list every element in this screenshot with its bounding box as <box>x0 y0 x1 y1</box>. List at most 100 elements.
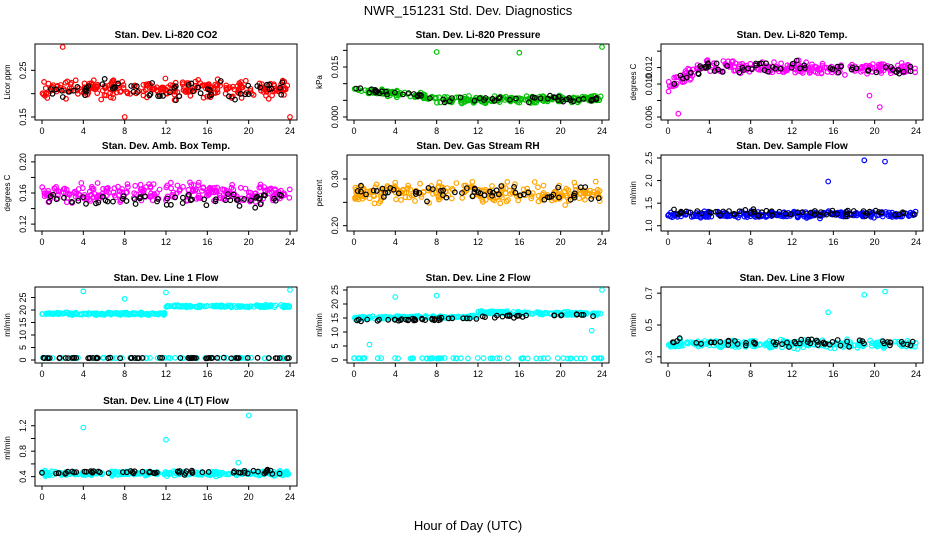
outlier-point <box>516 49 523 56</box>
data-point <box>277 195 283 202</box>
data-point <box>58 87 65 94</box>
data-point <box>120 193 127 200</box>
x-tick-label: 12 <box>473 237 483 247</box>
y-tick-label: 15 <box>330 313 340 323</box>
data-point <box>497 308 503 315</box>
data-point <box>590 313 596 320</box>
data-point <box>393 196 400 203</box>
y-tick-label: 0.012 <box>644 56 654 79</box>
data-point <box>390 186 397 193</box>
data-point <box>397 89 404 96</box>
data-point <box>274 355 281 362</box>
data-point <box>537 95 544 102</box>
data-point <box>201 196 208 203</box>
x-tick-label: 0 <box>39 126 44 136</box>
data-points <box>39 412 292 480</box>
data-point <box>742 206 749 213</box>
data-point <box>99 190 106 197</box>
y-tick-label: 0.010 <box>644 73 654 96</box>
data-point <box>485 309 492 316</box>
data-point <box>873 69 880 76</box>
data-point <box>101 75 108 82</box>
data-point <box>596 188 603 194</box>
outlier-point <box>599 44 605 50</box>
y-axis-label: ml/min <box>3 436 12 460</box>
data-point <box>476 95 483 102</box>
data-point <box>124 183 131 190</box>
data-point <box>154 196 161 202</box>
data-point <box>793 57 800 64</box>
y-tick-label: 0.5 <box>644 319 654 332</box>
data-point <box>74 83 81 90</box>
data-point <box>540 355 547 362</box>
data-point <box>242 77 249 84</box>
data-point <box>671 206 677 213</box>
x-tick-label: 4 <box>81 369 86 379</box>
data-point <box>381 193 387 200</box>
data-point <box>735 338 741 345</box>
data-point <box>567 355 574 362</box>
data-point <box>878 209 884 216</box>
data-point <box>281 91 287 98</box>
data-point <box>449 315 456 322</box>
data-point <box>505 197 511 203</box>
x-tick-label: 12 <box>161 369 171 379</box>
data-point <box>146 92 153 99</box>
data-point <box>837 342 844 349</box>
data-point <box>410 91 417 97</box>
data-point <box>834 63 841 70</box>
x-tick-label: 8 <box>122 492 127 502</box>
data-point <box>452 189 458 196</box>
data-point <box>53 183 59 190</box>
data-point <box>196 303 203 309</box>
x-tick-label: 20 <box>556 369 566 379</box>
data-point <box>203 355 210 362</box>
data-point <box>277 468 284 474</box>
data-point <box>137 193 144 200</box>
data-point <box>872 342 879 349</box>
data-point <box>409 315 416 322</box>
data-point <box>155 93 162 99</box>
data-point <box>225 93 232 100</box>
x-tick-label: 0 <box>39 369 44 379</box>
data-point <box>174 182 181 189</box>
data-point <box>73 469 80 476</box>
data-point <box>203 303 210 310</box>
data-point <box>705 339 711 346</box>
data-point <box>777 65 784 72</box>
data-point <box>117 355 124 362</box>
panel-2: Stan. Dev. Li-820 Pressure kPa 0 4 8 12 16 20 24… <box>315 30 610 136</box>
data-point <box>190 182 197 189</box>
data-point <box>466 93 472 99</box>
data-point <box>223 84 230 91</box>
data-point <box>459 194 466 201</box>
data-point <box>395 190 402 197</box>
data-point <box>179 355 186 362</box>
outlier-point <box>866 92 873 99</box>
data-point <box>725 338 732 345</box>
data-point <box>73 190 79 197</box>
data-points <box>665 157 919 222</box>
data-point <box>427 355 434 362</box>
data-point <box>232 96 238 103</box>
x-tick-label: 16 <box>202 126 212 136</box>
y-axis-label: percent <box>315 179 324 206</box>
data-point <box>671 80 678 87</box>
data-point <box>139 355 146 361</box>
data-point <box>469 98 476 104</box>
panel-title: Stan. Dev. Li-820 CO2 <box>115 30 218 41</box>
data-point <box>41 355 48 362</box>
data-point <box>706 209 713 215</box>
data-point <box>503 93 509 100</box>
data-point <box>784 339 790 346</box>
data-point <box>69 311 76 317</box>
data-point <box>482 95 489 101</box>
data-point <box>366 195 373 202</box>
data-point <box>61 194 67 201</box>
data-point <box>457 94 464 101</box>
data-point <box>704 60 711 66</box>
data-point <box>147 355 153 361</box>
panel-5: Stan. Dev. Gas Stream RH percent 0 4 8 12 16 20… <box>315 141 610 247</box>
data-point <box>768 344 775 351</box>
data-point <box>119 469 126 476</box>
